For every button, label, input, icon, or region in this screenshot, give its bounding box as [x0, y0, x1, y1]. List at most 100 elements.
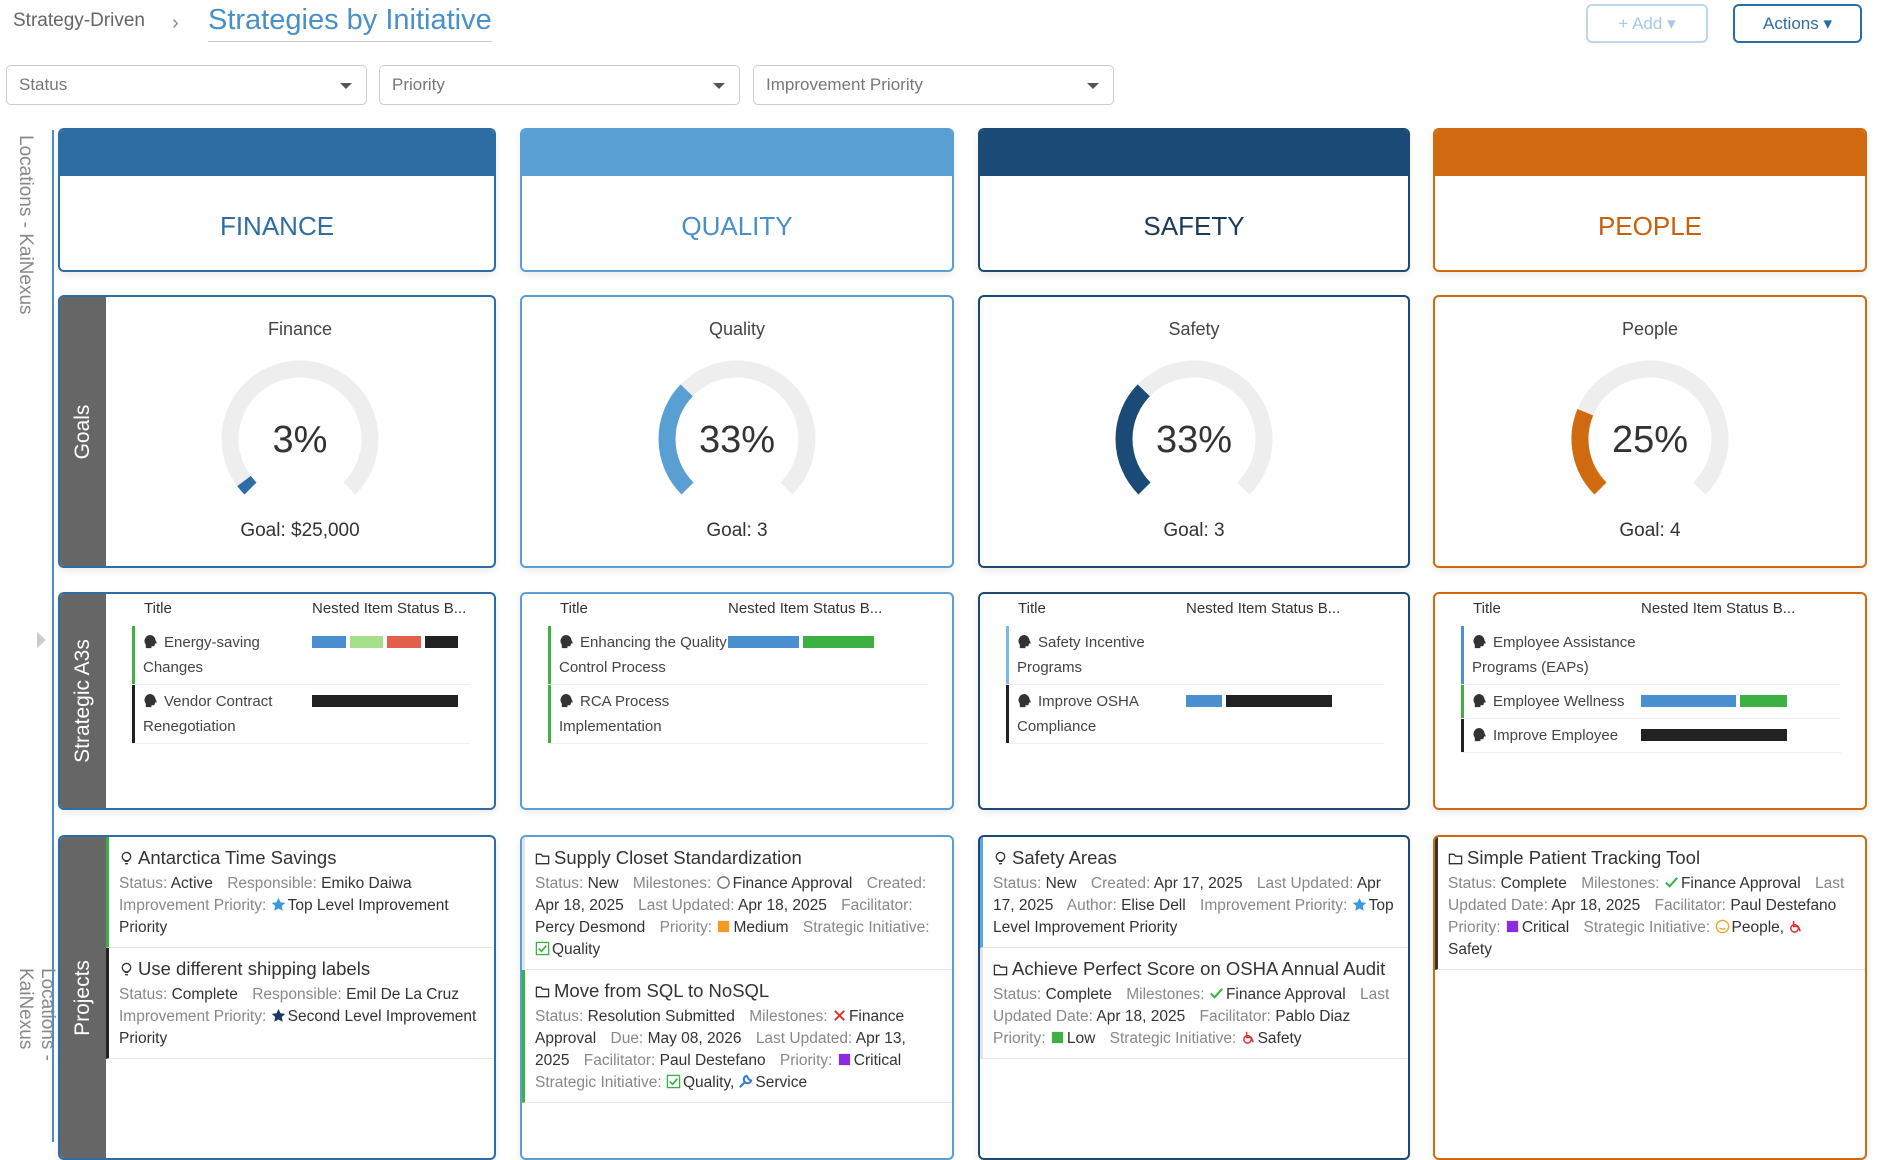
icon	[1665, 877, 1678, 888]
side-label[interactable]: Locations - KaiNexus	[15, 968, 58, 1061]
filter-dropdown[interactable]: Priority	[379, 65, 740, 105]
a3-row[interactable]: Safety Incentive Programs	[1006, 626, 1384, 685]
goal-card[interactable]: Goals Finance 3% Goal: $25,000	[58, 295, 496, 568]
field-value: May 08, 2026	[647, 1030, 742, 1047]
field-label: Responsible:	[227, 875, 317, 892]
a3-row[interactable]: Vendor Contract Renegotiation	[132, 685, 470, 744]
row-label-strip: Strategic A3s	[60, 594, 106, 808]
project-item[interactable]: Safety Areas Status: New Created: Apr 17,…	[980, 837, 1408, 948]
project-item[interactable]: Achieve Perfect Score on OSHA Annual Aud…	[980, 948, 1408, 1059]
column-header: Title	[144, 600, 172, 617]
field-label: Status:	[119, 986, 168, 1003]
a3-row[interactable]: Employee Assistance Programs (EAPs)	[1461, 626, 1841, 685]
gauge-value: 3%	[273, 419, 328, 461]
gauge-arc	[658, 384, 694, 495]
field-label: Responsible:	[252, 986, 342, 1003]
a3-title-cell: Improve Employee	[1461, 719, 1642, 752]
filter-dropdown[interactable]: Status	[6, 65, 367, 105]
bulb-icon	[124, 860, 129, 865]
check-box-icon	[535, 941, 550, 956]
goal-card[interactable]: Safety 33% Goal: 3	[978, 295, 1410, 568]
a3-row[interactable]: RCA Process Implementation	[548, 685, 928, 744]
side-label[interactable]: Locations - KaiNexus	[15, 135, 36, 315]
a3-title-cell: Employee Assistance Programs (EAPs)	[1461, 626, 1642, 684]
add-button[interactable]: + Add ▾	[1586, 4, 1708, 43]
goal-card[interactable]: People 25% Goal: 4	[1433, 295, 1867, 568]
projects-card[interactable]: Projects Antarctica Time Savings Status: A…	[58, 835, 496, 1160]
project-item[interactable]: Simple Patient Tracking Tool Status: Comp…	[1435, 837, 1865, 970]
column-header: Nested Item Status B...	[1186, 600, 1341, 617]
side-line	[52, 130, 54, 1142]
field: Improvement Priority: Top Level Improvem…	[993, 897, 1394, 936]
project-item[interactable]: Move from SQL to NoSQL Status: Resolution…	[522, 970, 952, 1103]
goal-target: Goal: 4	[1619, 520, 1681, 541]
a3-row[interactable]: Improve Employee	[1461, 719, 1841, 753]
a3-row[interactable]: Employee Wellness	[1461, 685, 1841, 719]
a3-card[interactable]: Strategic A3s Title Nested Item Status B..…	[58, 592, 496, 810]
icon	[1790, 920, 1801, 933]
field-label: Milestones:	[749, 1008, 828, 1025]
smile-icon	[1718, 927, 1726, 930]
status-segment	[312, 695, 458, 707]
icon	[1506, 920, 1518, 933]
initiative-header[interactable]: SAFETY	[978, 128, 1410, 272]
a3-title-cell: Safety Incentive Programs	[1006, 626, 1187, 684]
column-header: Title	[1473, 600, 1501, 617]
icon	[535, 986, 550, 998]
a3-row[interactable]: Energy-saving Changes	[132, 626, 470, 685]
field-label: Facilitator:	[1199, 1008, 1272, 1025]
field: Status: Complete	[993, 986, 1122, 1003]
actions-button[interactable]: Actions ▾	[1733, 4, 1862, 43]
field-label: Priority:	[779, 1052, 833, 1069]
field-label: Strategic Initiative:	[1109, 1030, 1237, 1047]
goal-card[interactable]: Quality 33% Goal: 3	[520, 295, 954, 568]
field-label: Last Updated:	[638, 897, 735, 914]
project-item[interactable]: Supply Closet Standardization Status: New…	[522, 837, 952, 970]
field-label: Priority:	[1448, 919, 1501, 936]
field-label: Last Updated:	[755, 1030, 853, 1047]
field-value: Safety	[1257, 1030, 1302, 1047]
icon	[535, 941, 550, 956]
breadcrumb[interactable]: Strategy-Driven	[13, 10, 145, 31]
field-value: Safety	[1448, 941, 1492, 958]
row-label: Projects	[71, 959, 94, 1036]
field: Strategic Initiative: Safety	[1110, 1030, 1312, 1047]
a3-row[interactable]: Improve OSHA Compliance	[1006, 685, 1384, 744]
projects-card[interactable]: Supply Closet Standardization Status: New…	[520, 835, 954, 1160]
check-box-icon	[666, 1074, 681, 1089]
field: Improvement Priority: Top Level Improvem…	[119, 897, 449, 936]
project-item[interactable]: Use different shipping labels Status: Com…	[106, 948, 494, 1059]
icon	[993, 964, 1008, 976]
project-item[interactable]: Antarctica Time Savings Status: Active Re…	[106, 837, 494, 948]
check-box-icon	[669, 1078, 678, 1086]
field-value: Apr 17, 2025	[993, 875, 1381, 914]
icon	[121, 962, 132, 976]
column-header: Nested Item Status B...	[728, 600, 883, 617]
expand-arrow[interactable]	[37, 632, 54, 648]
a3-card[interactable]: Title Nested Item Status B... Enhancing th…	[520, 592, 954, 810]
field-label: Status:	[993, 875, 1042, 892]
a3-card[interactable]: Title Nested Item Status B... Safety Incen…	[978, 592, 1410, 810]
field-label: Milestones:	[1581, 875, 1660, 892]
projects-card[interactable]: Safety Areas Status: New Created: Apr 17,…	[978, 835, 1410, 1160]
status-bars	[1186, 636, 1332, 648]
bulb-icon	[998, 860, 1003, 865]
a3-title-cell: Enhancing the Quality Control Process	[548, 626, 729, 684]
gauge-value: 33%	[1156, 419, 1232, 461]
column-header: Nested Item Status B...	[1641, 600, 1796, 617]
field-value: Finance Approval	[1225, 986, 1346, 1003]
initiative-header[interactable]: PEOPLE	[1433, 128, 1867, 272]
filter-dropdown[interactable]: Improvement Priority	[753, 65, 1114, 105]
initiative-header[interactable]: QUALITY	[520, 128, 954, 272]
icon	[1018, 693, 1032, 708]
gauge-arc	[1115, 384, 1151, 495]
projects-card[interactable]: Simple Patient Tracking Tool Status: Comp…	[1433, 835, 1867, 1160]
field: Status: New	[535, 875, 629, 892]
field-label: Milestones:	[632, 875, 712, 892]
a3-row[interactable]: Enhancing the Quality Control Process	[548, 626, 928, 685]
project-title: Simple Patient Tracking Tool	[1467, 847, 1701, 868]
field-value: Apr 18, 2025	[1551, 897, 1641, 914]
icon	[1473, 634, 1487, 649]
initiative-header[interactable]: FINANCE	[58, 128, 496, 272]
a3-card[interactable]: Title Nested Item Status B... Employee Ass…	[1433, 592, 1867, 810]
